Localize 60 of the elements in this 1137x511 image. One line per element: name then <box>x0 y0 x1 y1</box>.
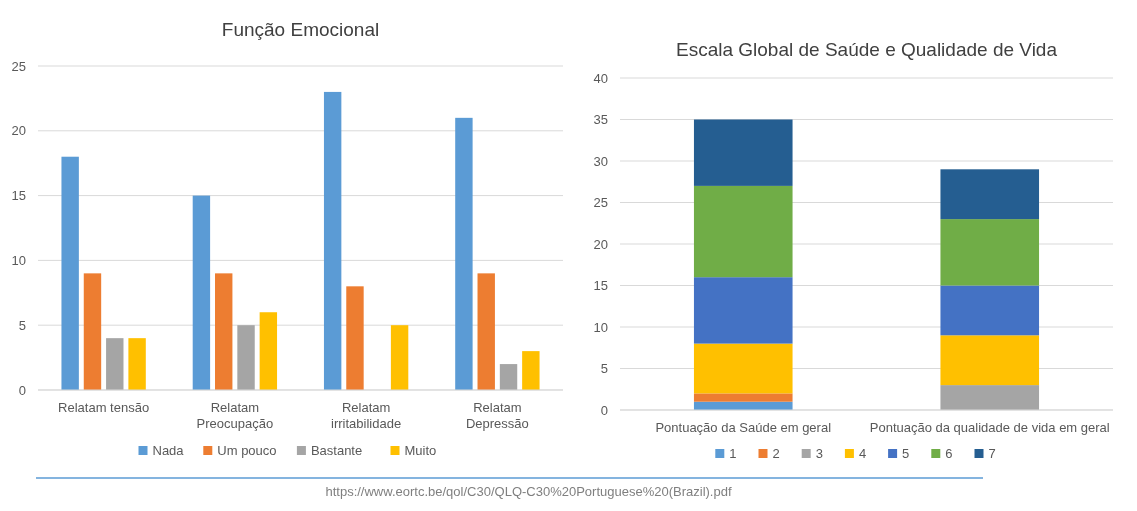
bar <box>106 338 124 390</box>
bar <box>346 286 364 390</box>
y-tick-label: 15 <box>593 278 608 294</box>
bar <box>693 393 793 402</box>
y-tick-label: 0 <box>18 382 26 398</box>
legend-label: Nada <box>152 443 185 458</box>
legend-label: Um pouco <box>217 443 277 458</box>
y-tick-label: 30 <box>593 153 608 169</box>
legend-label: 6 <box>945 446 953 461</box>
x-tick-label: Relatam tensão <box>58 400 150 415</box>
bar <box>693 119 793 186</box>
bar <box>83 273 102 390</box>
bar <box>215 273 233 390</box>
x-tick-label: Pontuação da qualidade de vida em geral <box>869 420 1110 435</box>
bar <box>455 117 473 390</box>
y-tick-label: 40 <box>593 70 608 86</box>
y-tick-label: 25 <box>11 58 26 74</box>
legend-label: 1 <box>729 446 737 461</box>
y-tick-label: 5 <box>18 317 26 333</box>
x-tick-label: Pontuação da Saúde em geral <box>655 420 832 435</box>
bar <box>940 385 1040 410</box>
y-tick-label: 10 <box>593 319 608 335</box>
legend-label: Bastante <box>310 443 363 458</box>
bar <box>940 335 1040 386</box>
bar <box>61 156 79 390</box>
x-tick-label: Relatam Preocupação <box>196 400 274 431</box>
bar <box>128 338 146 390</box>
legend-label: 4 <box>858 446 867 461</box>
legend-label: 5 <box>902 446 910 461</box>
bar <box>323 91 342 390</box>
bar <box>940 285 1040 336</box>
y-tick-label: 20 <box>11 123 26 139</box>
text: https://www.eortc.be/qol/C30/QLQ-C30%20Portuguese%20(Brazil).pdf <box>325 484 732 499</box>
bar <box>390 325 409 390</box>
legend-label: 2 <box>772 446 780 461</box>
y-tick-label: 25 <box>593 195 608 211</box>
bar <box>192 195 211 390</box>
chart-title: Função Emocional <box>221 19 380 40</box>
bar <box>522 351 540 390</box>
x-tick-label: Relatam Depressão <box>465 400 529 431</box>
y-tick-label: 15 <box>11 188 26 204</box>
legend-label: 3 <box>815 446 823 461</box>
y-tick-label: 0 <box>600 402 608 418</box>
chart-title: Escala Global de Saúde e Qualidade de Vida <box>676 39 1058 60</box>
y-tick-label: 20 <box>593 236 608 252</box>
y-tick-label: 5 <box>600 361 608 377</box>
legend-label: Muito <box>404 443 437 458</box>
y-tick-label: 35 <box>593 112 608 128</box>
bar <box>940 219 1040 286</box>
bar <box>693 277 793 344</box>
bar <box>693 185 793 278</box>
legend-label: 7 <box>988 446 996 461</box>
bar <box>693 343 793 394</box>
bar <box>940 169 1040 220</box>
x-tick-label: Relatam irritabilidade <box>331 400 402 431</box>
bar <box>259 312 278 390</box>
bar <box>237 325 255 390</box>
bar <box>477 273 495 390</box>
bar <box>499 364 518 390</box>
y-tick-label: 10 <box>11 252 26 268</box>
